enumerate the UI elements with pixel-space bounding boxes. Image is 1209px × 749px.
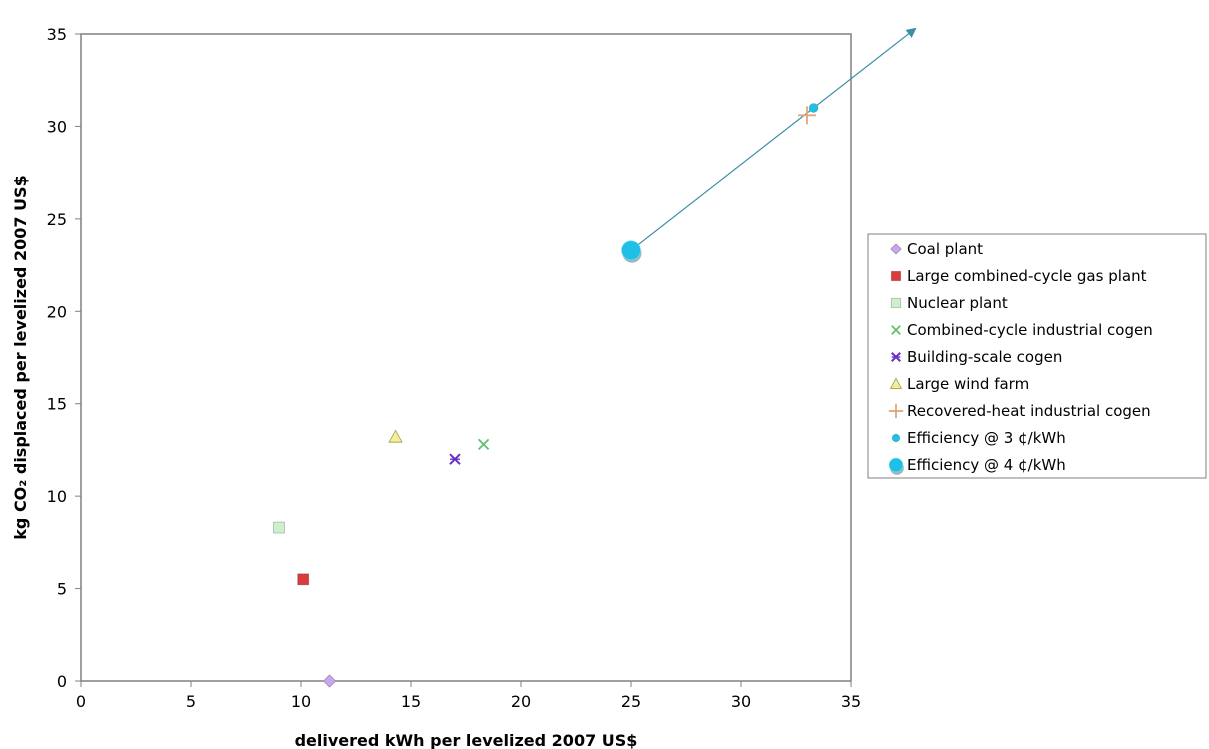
data-point-7 (808, 103, 819, 113)
data-point-2 (273, 521, 285, 534)
legend-marker (890, 243, 902, 255)
circle-marker (621, 240, 641, 261)
circle-marker (891, 433, 901, 443)
legend-label: Nuclear plant (907, 294, 1008, 312)
plot-area (80, 33, 852, 682)
legend-marker (890, 297, 902, 309)
legend-marker (891, 352, 901, 362)
annotation-arrow (630, 27, 917, 251)
x-tick-label: 5 (186, 692, 196, 711)
data-point-3 (477, 438, 490, 451)
legend-marker (891, 433, 901, 443)
y-tick-label: 20 (47, 302, 67, 321)
legend-label: Recovered-heat industrial cogen (907, 402, 1151, 420)
data-points (273, 103, 819, 688)
x-tick-label: 30 (731, 692, 751, 711)
square-marker (273, 521, 285, 534)
legend-box (867, 233, 1207, 479)
y-tick-label: 10 (47, 487, 67, 506)
legend-marker (890, 270, 902, 282)
y-axis: 0 5 10 15 20 25 30 35 (47, 25, 81, 691)
y-tick-label: 35 (47, 25, 67, 44)
data-point-1 (297, 573, 310, 586)
legend-label: Efficiency @ 3 ¢/kWh (907, 429, 1066, 447)
x-marker-stroke (891, 325, 901, 335)
circle-marker (888, 457, 904, 473)
triangle-marker (388, 429, 403, 443)
x-axis-title: delivered kWh per levelized 2007 US$ (295, 731, 638, 749)
legend-marker (889, 377, 903, 389)
square-marker (890, 270, 902, 282)
data-point-6 (798, 106, 816, 125)
x-tick-label: 25 (621, 692, 641, 711)
legend-label: Efficiency @ 4 ¢/kWh (907, 456, 1066, 474)
legend-marker (888, 403, 904, 419)
diamond-marker (890, 243, 902, 255)
data-point-0 (323, 674, 337, 688)
annotation-layer (630, 27, 917, 251)
x-marker-stroke (477, 438, 490, 451)
triangle-marker (889, 377, 903, 389)
legend-marker (891, 325, 901, 335)
x-tick-label: 35 (841, 692, 861, 711)
legend-label: Building-scale cogen (907, 348, 1062, 366)
legend-label: Coal plant (907, 240, 983, 258)
data-point-4 (449, 453, 461, 465)
x-axis: 0 5 10 15 20 25 30 35 (76, 681, 861, 711)
circle-marker (808, 103, 819, 113)
x-tick-label: 10 (291, 692, 311, 711)
data-point-8 (621, 240, 642, 263)
data-point-5 (388, 429, 403, 443)
x-tick-label: 0 (76, 692, 86, 711)
y-tick-label: 15 (47, 395, 67, 414)
diamond-marker (323, 674, 337, 688)
y-tick-label: 0 (57, 672, 67, 691)
y-tick-label: 30 (47, 117, 67, 136)
legend-label: Large combined-cycle gas plant (907, 267, 1147, 285)
legend-marker (888, 457, 904, 475)
legend-label: Combined-cycle industrial cogen (907, 321, 1153, 339)
square-marker (297, 573, 310, 586)
legend: Coal plant Large combined-cycle gas plant… (867, 233, 1207, 479)
legend-label: Large wind farm (907, 375, 1029, 393)
y-tick-label: 5 (57, 580, 67, 599)
y-axis-title: kg CO₂ displaced per levelized 2007 US$ (11, 175, 30, 539)
y-tick-label: 25 (47, 210, 67, 229)
square-marker (890, 297, 902, 309)
x-tick-label: 20 (511, 692, 531, 711)
x-tick-label: 15 (401, 692, 421, 711)
